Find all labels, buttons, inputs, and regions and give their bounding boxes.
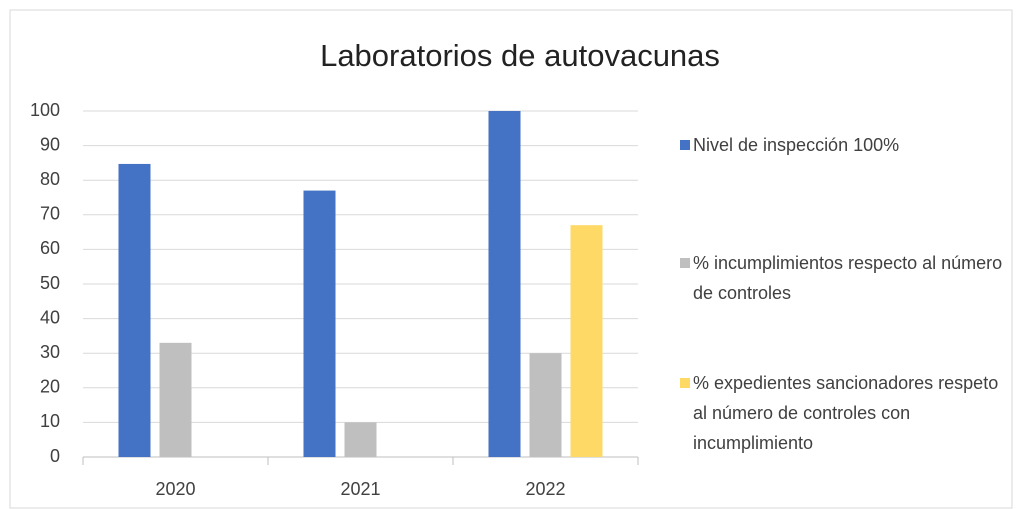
bar xyxy=(344,422,377,457)
bar xyxy=(529,353,562,457)
y-tick-label: 90 xyxy=(40,134,60,154)
y-tick-label: 10 xyxy=(40,411,60,431)
legend-marker xyxy=(680,140,690,150)
legend-label: % expedientes sancionadores respeto al n… xyxy=(693,373,999,453)
y-tick-label: 70 xyxy=(40,204,60,224)
chart-title: Laboratorios de autovacunas xyxy=(320,38,720,73)
bar xyxy=(303,190,336,457)
bar xyxy=(159,342,192,457)
bar xyxy=(488,111,521,457)
bar xyxy=(570,225,603,457)
x-tick-label: 2022 xyxy=(525,479,565,499)
x-tick-label: 2020 xyxy=(155,479,195,499)
y-tick-label: 30 xyxy=(40,342,60,362)
x-tick-label: 2021 xyxy=(340,479,380,499)
legend-label: % incumplimientos respecto al número de … xyxy=(693,253,1003,303)
legend-marker xyxy=(680,258,690,268)
y-tick-label: 20 xyxy=(40,377,60,397)
y-tick-label: 60 xyxy=(40,238,60,258)
bar xyxy=(118,163,151,458)
legend-marker xyxy=(680,378,690,388)
y-tick-label: 50 xyxy=(40,273,60,293)
chart-border xyxy=(9,9,1013,509)
y-tick-label: 40 xyxy=(40,307,60,327)
y-tick-label: 80 xyxy=(40,169,60,189)
y-tick-label: 100 xyxy=(30,100,60,120)
y-tick-label: 0 xyxy=(50,446,60,466)
legend-label: Nivel de inspección 100% xyxy=(693,135,900,155)
